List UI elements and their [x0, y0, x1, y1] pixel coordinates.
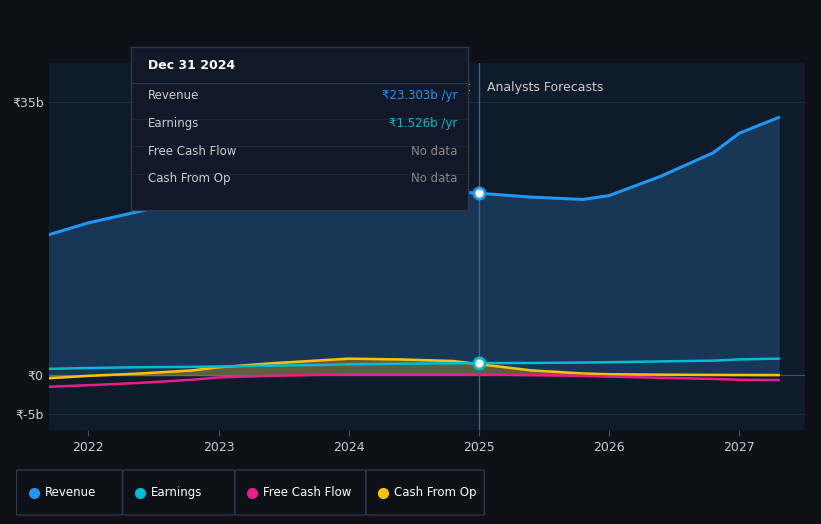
Text: Analysts Forecasts: Analysts Forecasts: [487, 81, 603, 94]
Text: Cash From Op: Cash From Op: [148, 172, 231, 185]
Text: Earnings: Earnings: [150, 486, 202, 499]
Text: No data: No data: [411, 172, 458, 185]
Text: Dec 31 2024: Dec 31 2024: [148, 59, 236, 72]
Text: Free Cash Flow: Free Cash Flow: [148, 145, 236, 158]
Text: No data: No data: [411, 145, 458, 158]
Text: Cash From Op: Cash From Op: [394, 486, 476, 499]
Text: ₹1.526b /yr: ₹1.526b /yr: [389, 117, 458, 130]
Text: ₹23.303b /yr: ₹23.303b /yr: [383, 90, 458, 102]
Text: Free Cash Flow: Free Cash Flow: [263, 486, 351, 499]
Text: Past: Past: [445, 81, 471, 94]
Text: Earnings: Earnings: [148, 117, 200, 130]
Text: Revenue: Revenue: [148, 90, 200, 102]
Text: Revenue: Revenue: [44, 486, 96, 499]
